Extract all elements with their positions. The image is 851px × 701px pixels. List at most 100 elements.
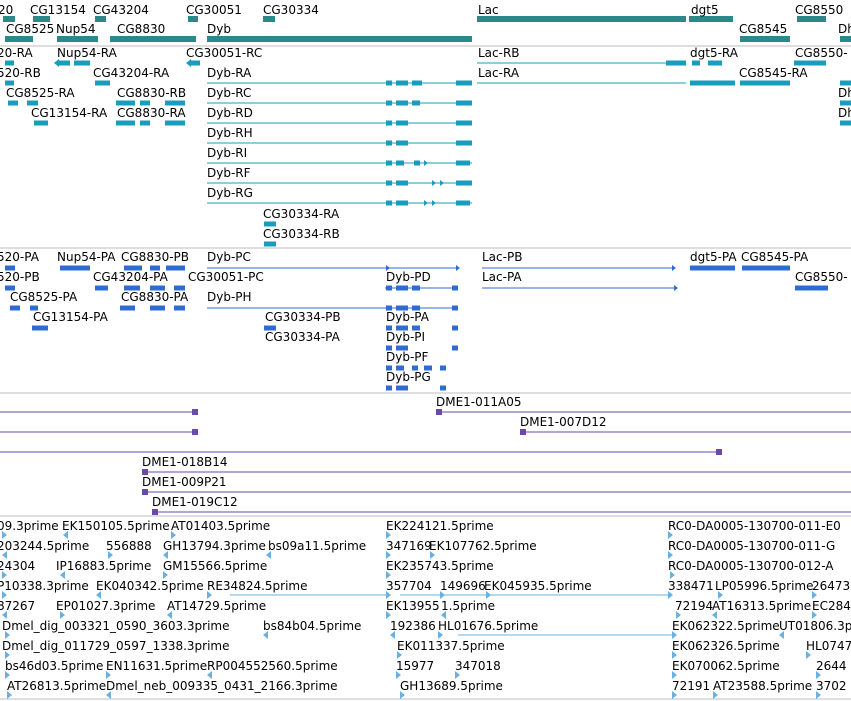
gene-feature-label[interactable]: Dyb (207, 22, 231, 36)
protein-feature-label[interactable]: CG8545-PA (741, 250, 809, 264)
est-feature-label[interactable]: GH13794.3prime (163, 539, 266, 553)
gene-feature-label[interactable]: CG8830 (117, 22, 166, 36)
est-feature-label[interactable]: 556888 (106, 539, 152, 553)
est-feature-label[interactable]: 357704 (386, 579, 432, 593)
protein-feature-label[interactable]: dgt5-PA (690, 250, 737, 264)
est-feature-label[interactable]: EK13955 (386, 599, 440, 613)
est-feature-label[interactable]: EK011337.5prime (397, 639, 505, 653)
protein-feature-label[interactable]: 520-PB (0, 270, 40, 284)
protein-feature-label[interactable]: Dyb-PD (386, 270, 431, 284)
est-feature-label[interactable]: 72194 (675, 599, 714, 613)
mrna-feature-label[interactable]: CG13154-RA (31, 106, 108, 120)
est-feature-label[interactable]: EK070062.5prime (672, 659, 780, 673)
mrna-feature-label[interactable]: Dyb-RD (207, 106, 253, 120)
mrna-feature-label[interactable]: Dh (838, 86, 851, 100)
est-feature-label[interactable]: Dmel_neb_009335_0431_2166.3prime (106, 679, 338, 693)
est-feature-label[interactable]: EK224121.5prime (386, 519, 494, 533)
est-feature-label[interactable]: IP16883.5prime (56, 559, 152, 573)
est-feature-label[interactable]: 26473 (812, 579, 851, 593)
mrna-feature-label[interactable]: CG30334-RB (263, 227, 340, 241)
est-feature-label[interactable]: 09.3prime (0, 519, 59, 533)
est-feature-label[interactable]: HL01676.5prime (438, 619, 539, 633)
est-feature-label[interactable]: RE34824.5prime (207, 579, 308, 593)
mrna-feature-label[interactable]: Lac-RA (478, 66, 520, 80)
protein-feature-label[interactable]: Nup54-PA (57, 250, 116, 264)
est-feature-label[interactable]: 347169 (386, 539, 432, 553)
est-feature-label[interactable]: EK107762.5prime (429, 539, 537, 553)
est-feature-label[interactable]: bs84b04.5prime (263, 619, 362, 633)
clone-feature-label[interactable]: DME1-018B14 (142, 455, 228, 469)
mrna-feature-label[interactable]: CG8830-RB (117, 86, 187, 100)
mrna-feature-label[interactable]: CG30334-RA (263, 207, 340, 221)
clone-feature-label[interactable]: DME1-019C12 (152, 495, 238, 509)
clone-feature-label[interactable]: DME1-011A05 (436, 395, 522, 409)
protein-feature-label[interactable]: Dyb-PC (207, 250, 251, 264)
protein-feature-label[interactable]: CG8525-PA (10, 290, 78, 304)
est-feature-label[interactable]: GM15566.5prime (163, 559, 268, 573)
est-feature-label[interactable]: EK235743.5prime (386, 559, 494, 573)
est-feature-label[interactable]: 3702 (816, 679, 847, 693)
mrna-feature-label[interactable]: Dyb-RI (207, 146, 248, 160)
mrna-feature-label[interactable]: Nup54-RA (57, 46, 117, 60)
mrna-feature-label[interactable]: CG8550- (795, 46, 848, 60)
mrna-feature-label[interactable]: Lac-RB (478, 46, 520, 60)
mrna-feature-label[interactable]: Dh (838, 106, 851, 120)
mrna-feature-label[interactable]: CG43204-RA (93, 66, 170, 80)
est-feature-label[interactable]: EK040342.5prime (96, 579, 204, 593)
protein-feature-label[interactable]: CG30334-PB (265, 310, 341, 324)
est-feature-label[interactable]: RC0-DA0005-130700-012-A (668, 559, 834, 573)
est-feature-label[interactable]: 24304 (0, 559, 36, 573)
est-feature-label[interactable]: RC0-DA0005-130700-011-E0 (668, 519, 841, 533)
gene-feature-label[interactable]: CG13154 (30, 3, 86, 17)
est-feature-label[interactable]: 203244.5prime (0, 539, 90, 553)
est-feature-label[interactable]: Dmel_dig_011729_0597_1338.3prime (2, 639, 230, 653)
est-feature-label[interactable]: 149696 (440, 579, 486, 593)
est-feature-label[interactable]: AT26813.5prime (7, 679, 107, 693)
protein-feature-label[interactable]: Dyb-PH (207, 290, 252, 304)
mrna-feature-label[interactable]: Dyb-RC (207, 86, 252, 100)
gene-feature-label[interactable]: dgt5 (691, 3, 719, 17)
est-feature-label[interactable]: EK045935.5prime (484, 579, 592, 593)
est-feature-label[interactable]: EN11631.5prime (106, 659, 208, 673)
gene-feature-label[interactable]: 20 (0, 3, 14, 17)
est-feature-label[interactable]: 72191 (672, 679, 711, 693)
est-feature-label[interactable]: UT01806.3p (779, 619, 851, 633)
mrna-feature-label[interactable]: 20-RA (0, 46, 33, 60)
gene-feature-label[interactable]: CG30051 (186, 3, 242, 17)
est-feature-label[interactable]: 347018 (455, 659, 501, 673)
est-feature-label[interactable]: bs46d03.5prime (5, 659, 104, 673)
est-feature-label[interactable]: 15977 (396, 659, 435, 673)
clone-feature-label[interactable]: DME1-007D12 (520, 415, 607, 429)
est-feature-label[interactable]: EC284 (812, 599, 851, 613)
est-feature-label[interactable]: EK062322.5prime (672, 619, 780, 633)
mrna-feature-label[interactable]: dgt5-RA (690, 46, 738, 60)
gene-feature-label[interactable]: CG8550 (795, 3, 844, 17)
est-feature-label[interactable]: Dmel_dig_003321_0590_3603.3prime (2, 619, 230, 633)
mrna-feature-label[interactable]: CG30051-RC (186, 46, 263, 60)
gene-feature-label[interactable]: CG43204 (93, 3, 149, 17)
est-feature-label[interactable]: RP004552560.5prime (207, 659, 338, 673)
est-feature-label[interactable]: EK150105.5prime (62, 519, 170, 533)
mrna-feature-label[interactable]: CG8525-RA (6, 86, 75, 100)
mrna-feature-label[interactable]: 520-RB (0, 66, 41, 80)
mrna-feature-label[interactable]: Dyb-RA (207, 66, 252, 80)
protein-feature-label[interactable]: CG30051-PC (188, 270, 264, 284)
est-feature-label[interactable]: AT23588.5prime (713, 679, 813, 693)
est-feature-label[interactable]: bs09a11.5prime (268, 539, 367, 553)
est-feature-label[interactable]: LP05996.5prime (715, 579, 814, 593)
protein-feature-label[interactable]: Dyb-PA (386, 310, 429, 324)
protein-feature-label[interactable]: CG13154-PA (33, 310, 108, 324)
est-feature-label[interactable]: 338471 (668, 579, 714, 593)
mrna-feature-label[interactable]: Dyb-RH (207, 126, 253, 140)
protein-feature-label[interactable]: CG43204-PA (93, 270, 168, 284)
est-feature-label[interactable]: 1.5prime (441, 599, 496, 613)
protein-feature-label[interactable]: CG8830-PB (121, 250, 190, 264)
protein-feature-label[interactable]: CG8550- (795, 270, 848, 284)
gene-feature-label[interactable]: CG8525 (6, 22, 55, 36)
protein-feature-label[interactable]: Lac-PB (482, 250, 523, 264)
gene-feature-label[interactable]: CG8545 (739, 22, 788, 36)
protein-feature-label[interactable]: Dyb-PF (386, 350, 429, 364)
est-feature-label[interactable]: 2644 (816, 659, 847, 673)
mrna-feature-label[interactable]: CG8830-RA (117, 106, 186, 120)
est-feature-label[interactable]: HL0747 (806, 639, 851, 653)
